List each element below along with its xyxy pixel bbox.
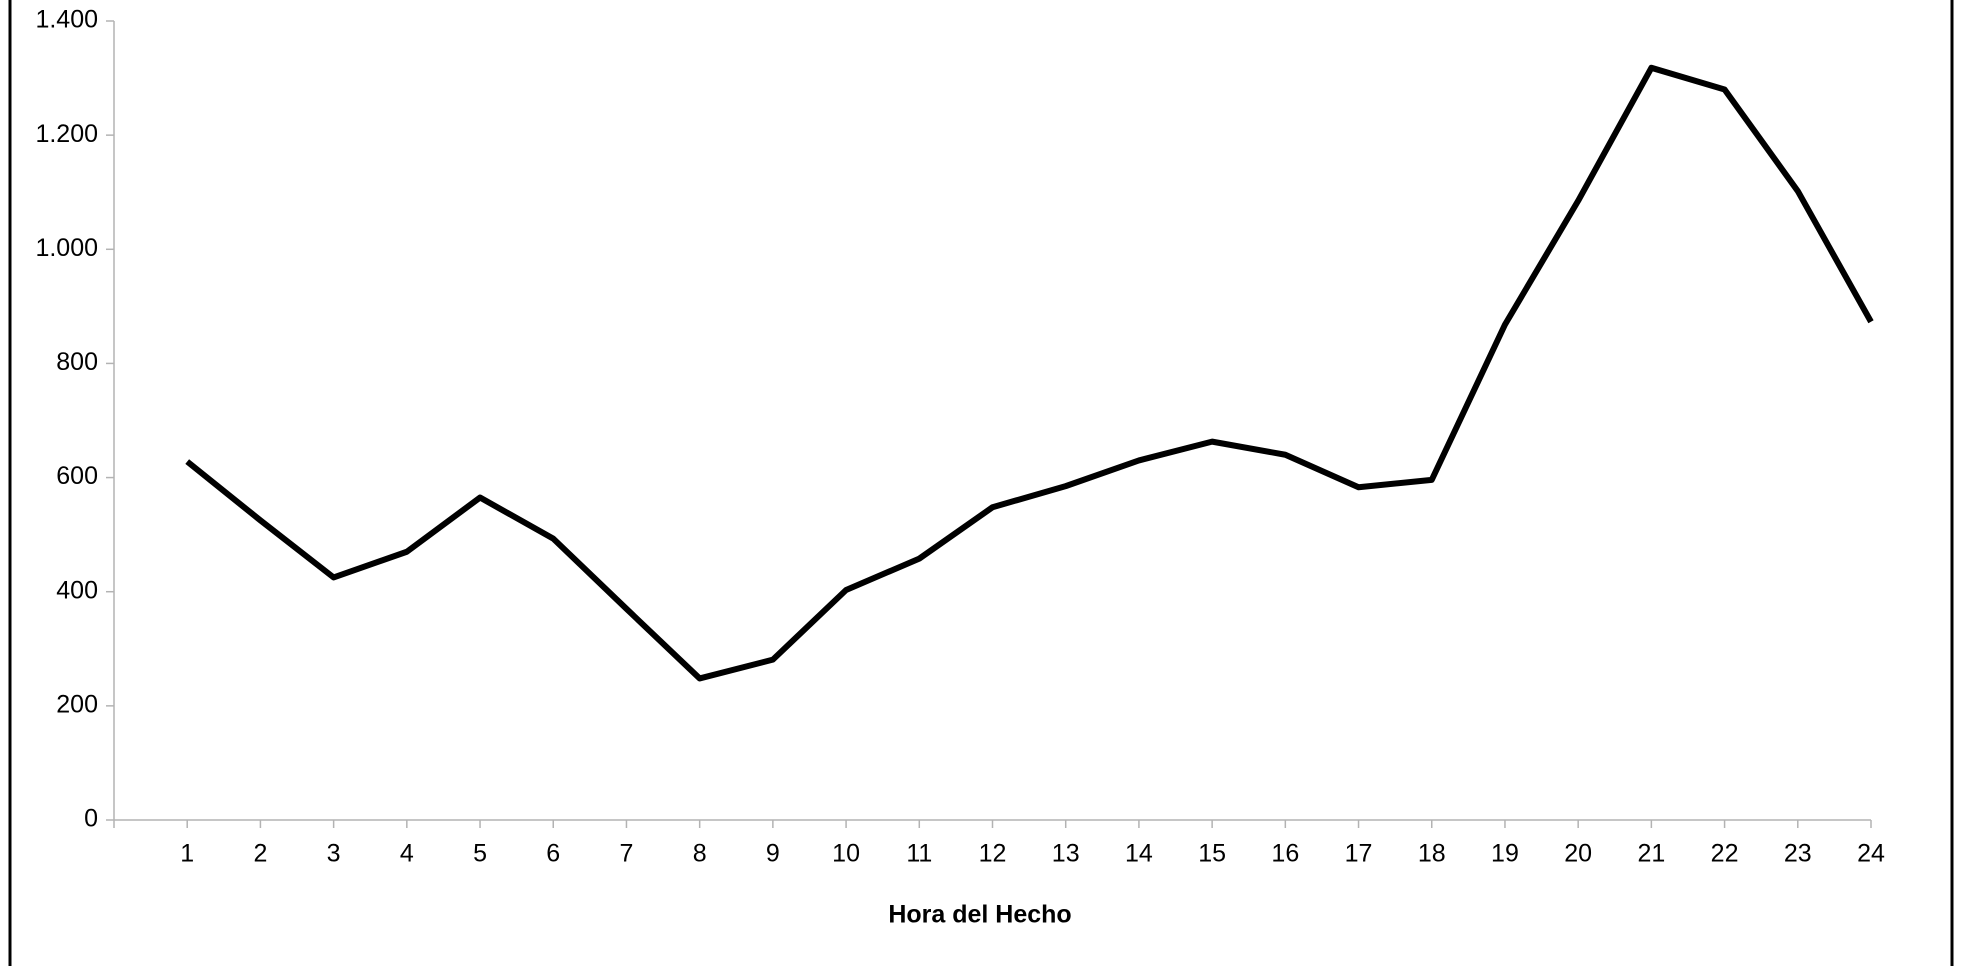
x-tick-label: 6 — [546, 840, 560, 868]
y-tick-label: 1.000 — [35, 234, 98, 262]
x-tick-label: 11 — [906, 840, 932, 868]
y-tick-label: 1.200 — [35, 120, 98, 148]
x-tick-label: 15 — [1198, 840, 1226, 868]
x-tick-label: 22 — [1711, 840, 1739, 868]
x-tick-label: 3 — [327, 840, 341, 868]
x-tick-label: 1 — [180, 840, 194, 868]
x-tick-label: 16 — [1271, 840, 1299, 868]
y-tick-label: 0 — [84, 805, 98, 833]
x-tick-label: 21 — [1637, 840, 1665, 868]
x-tick-label: 20 — [1564, 840, 1592, 868]
x-tick-label: 14 — [1125, 840, 1153, 868]
x-tick-label: 19 — [1491, 840, 1519, 868]
x-tick-label: 9 — [766, 840, 780, 868]
y-tick-label: 1.400 — [35, 6, 98, 34]
x-tick-label: 4 — [400, 840, 414, 868]
y-tick-label: 400 — [56, 576, 98, 604]
x-tick-label: 17 — [1345, 840, 1373, 868]
series-line — [185, 64, 1874, 682]
x-axis-title: Hora del Hecho — [888, 901, 1071, 929]
y-tick-label: 800 — [56, 348, 98, 376]
y-tick-label: 200 — [56, 690, 98, 718]
x-tick-label: 10 — [832, 840, 860, 868]
x-tick-label: 5 — [473, 840, 487, 868]
x-tick-label: 23 — [1784, 840, 1812, 868]
x-tick-label: 13 — [1052, 840, 1080, 868]
x-tick-label: 18 — [1418, 840, 1446, 868]
x-tick-label: 24 — [1857, 840, 1885, 868]
y-tick-label: 600 — [56, 462, 98, 490]
frame — [8, 0, 1954, 966]
x-tick-label: 8 — [693, 840, 707, 868]
x-tick-label: 12 — [979, 840, 1007, 868]
x-tick-label: 7 — [620, 840, 634, 868]
x-tick-label: 2 — [253, 840, 267, 868]
